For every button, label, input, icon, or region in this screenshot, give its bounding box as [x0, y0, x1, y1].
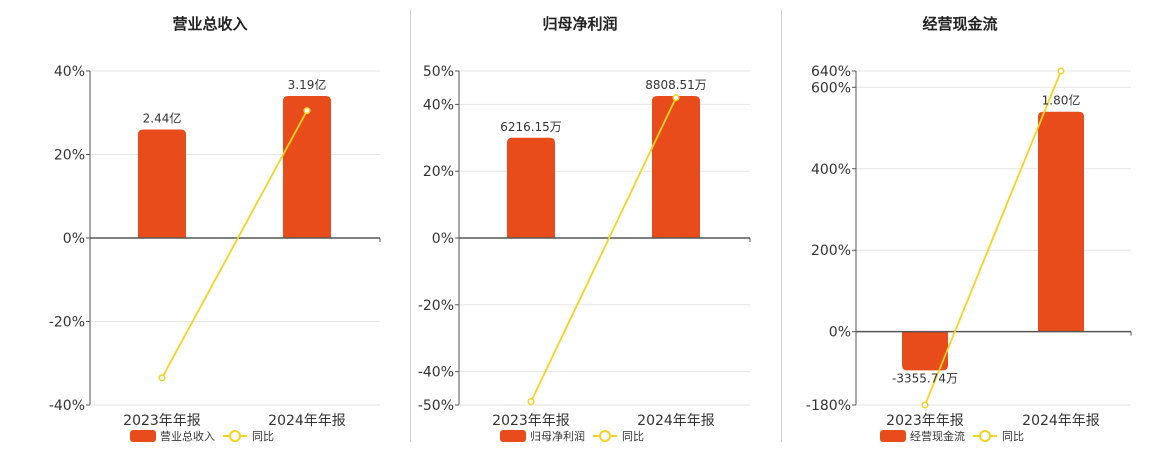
legend-line-label: 同比 [622, 430, 644, 443]
net-profit-chart-panel: 归母净利润 50% 40% 20% 0% -20% -40% -50% 6216.15万 8808… [411, 0, 781, 450]
bar [138, 129, 186, 238]
chart-title: 营业总收入 [172, 15, 247, 33]
y-tick-label: -20% [49, 315, 85, 331]
y-tick-label: 40% [54, 64, 85, 80]
y-tick-label: 50% [423, 64, 454, 80]
yoy-point [1057, 67, 1065, 75]
y-tick-label: -40% [418, 365, 454, 381]
yoy-point [527, 398, 535, 406]
bar [652, 96, 700, 238]
legend-line-marker [229, 430, 241, 442]
x-category-label: 2024年年报 [1022, 413, 1100, 429]
legend-line-marker [599, 430, 611, 442]
x-category-label: 2023年年报 [492, 413, 570, 429]
legend-bar-swatch [500, 430, 526, 442]
y-tick-label: 600% [811, 80, 851, 96]
y-tick-label: 20% [423, 164, 454, 180]
yoy-line [530, 97, 677, 403]
bar-value-label: -3355.74万 [892, 371, 958, 385]
legend-line-label: 同比 [252, 430, 274, 443]
yoy-point [303, 107, 311, 115]
y-tick-label: 0% [829, 325, 851, 341]
x-category-label: 2023年年报 [886, 413, 964, 429]
legend-bar-label: 营业总收入 [160, 429, 215, 443]
yoy-line [924, 70, 1062, 406]
bar [1038, 111, 1084, 332]
x-category-label: 2023年年报 [123, 413, 201, 429]
panel-divider [410, 10, 411, 442]
net-profit-chart: 归母净利润 50% 40% 20% 0% -20% -40% -50% 6216.15万 8808… [418, 15, 751, 443]
revenue-chart-panel: 营业总收入 40% 20% 0% -20% -40% 2.44亿 3.19亿 2023年年报 20… [0, 0, 410, 450]
x-category-label: 2024年年报 [637, 413, 715, 429]
y-tick-label: -180% [806, 398, 851, 414]
y-tick-label: -20% [418, 298, 454, 314]
bar-value-label: 1.80亿 [1042, 93, 1081, 108]
yoy-point [921, 401, 929, 409]
x-category-label: 2024年年报 [268, 413, 346, 429]
legend-bar-swatch [130, 430, 156, 442]
legend-bar-label: 经营现金流 [910, 429, 965, 443]
cash-flow-chart-panel: 经营现金流 640% 600% 400% 200% 0% -180% -3355.74万 1.8… [782, 0, 1160, 450]
chart-title: 归母净利润 [542, 15, 617, 33]
y-tick-label: 640% [811, 64, 851, 80]
y-tick-label: 0% [63, 231, 85, 247]
y-tick-label: 0% [432, 231, 454, 247]
y-tick-label: 20% [54, 148, 85, 164]
yoy-point [158, 374, 166, 382]
yoy-point [672, 94, 680, 102]
legend-bar-label: 归母净利润 [530, 429, 585, 443]
bar-value-label: 2.44亿 [143, 110, 182, 125]
legend-line-marker [979, 430, 991, 442]
bar [902, 331, 948, 371]
bar [507, 137, 555, 238]
cash-flow-chart: 经营现金流 640%600% 400% 200% 0% -180% -3355.74万 1.8… [806, 15, 1132, 443]
bar [283, 96, 331, 238]
revenue-chart: 营业总收入 40% 20% 0% -20% -40% 2.44亿 3.19亿 2023年年报 20… [49, 15, 381, 443]
legend-line-label: 同比 [1002, 430, 1024, 443]
chart-title: 经营现金流 [922, 15, 997, 33]
y-tick-label: 400% [811, 162, 851, 178]
yoy-line [161, 110, 308, 379]
bar-value-label: 6216.15万 [500, 120, 562, 134]
y-tick-label: -40% [49, 398, 85, 414]
bar-value-label: 3.19亿 [288, 77, 327, 92]
y-tick-label: -50% [418, 398, 454, 414]
legend-bar-swatch [880, 430, 906, 442]
y-tick-label: 40% [423, 97, 454, 113]
y-tick-label: 200% [811, 243, 851, 259]
panel-divider [781, 10, 782, 442]
bar-value-label: 8808.51万 [645, 78, 707, 92]
